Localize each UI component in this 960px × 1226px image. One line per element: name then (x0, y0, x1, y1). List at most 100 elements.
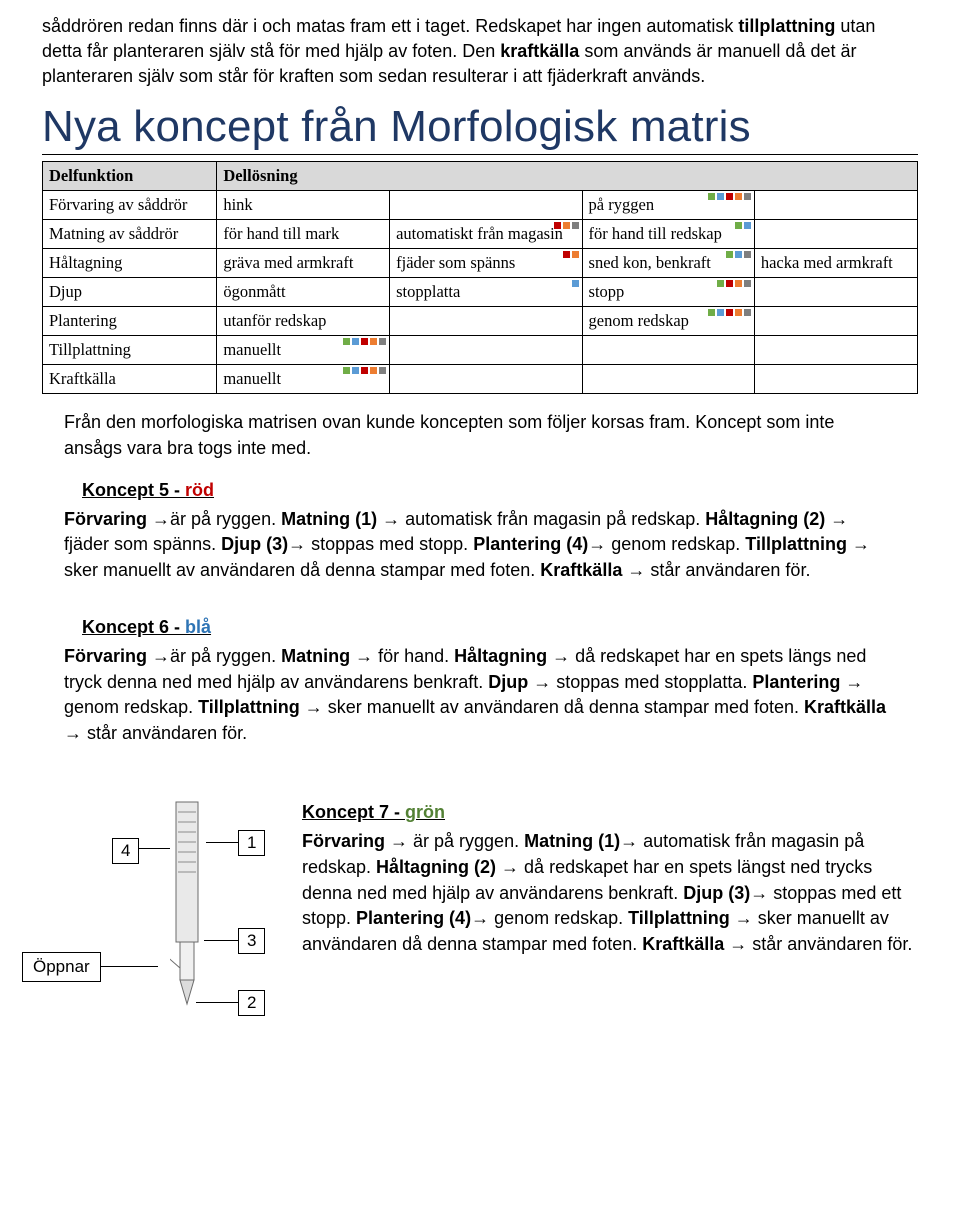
cell-text: gräva med armkraft (223, 253, 353, 272)
matrix-cell (754, 365, 917, 394)
document-page: såddrören redan finns där i och matas fr… (0, 0, 960, 1062)
matrix-cell: stopp (582, 278, 754, 307)
matrix-cell: hink (217, 191, 390, 220)
blue-mark-icon (572, 280, 579, 287)
koncept-5-title: Koncept 5 - röd (82, 480, 918, 501)
cell-text: manuellt (223, 369, 281, 388)
cell-text: för hand till redskap (589, 224, 722, 243)
color-marks (717, 280, 751, 287)
table-row: Håltagning gräva med armkraft fjäder som s… (43, 249, 918, 278)
bold-run: Håltagning (454, 646, 547, 666)
green-mark-icon (343, 367, 350, 374)
matrix-cell (754, 220, 917, 249)
intro-bold-2: kraftkälla (500, 41, 579, 61)
bold-run: Håltagning (2) (705, 509, 825, 529)
text-run: → sker manuellt av användaren då denna s… (300, 697, 804, 717)
matrix-cell (390, 336, 582, 365)
bold-run: Förvaring (64, 646, 147, 666)
blue-mark-icon (735, 251, 742, 258)
orange-mark-icon (735, 280, 742, 287)
matrix-cell: manuellt (217, 336, 390, 365)
cell-text: hacka med armkraft (761, 253, 893, 272)
matrix-cell: ögonmått (217, 278, 390, 307)
green-mark-icon (708, 309, 715, 316)
color-marks (343, 367, 386, 374)
koncept-7-body: Förvaring → är på ryggen. Matning (1)→ a… (302, 829, 918, 957)
koncept-7-title: Koncept 7 - grön (302, 802, 918, 823)
bold-run: Matning (1) (524, 831, 620, 851)
intro-bold-1: tillplattning (738, 16, 835, 36)
text-run: → stoppas med stopp. (288, 534, 473, 554)
koncept-7-sketch: 4 1 3 2 Öppnar (42, 802, 290, 1022)
koncept-6-title: Koncept 6 - blå (82, 617, 918, 638)
matrix-cell (582, 365, 754, 394)
callout-3: 3 (238, 928, 265, 954)
blue-mark-icon (717, 309, 724, 316)
table-row: Planteringutanför redskapgenom redskap (43, 307, 918, 336)
red-mark-icon (361, 338, 368, 345)
table-row: Tillplattningmanuellt (43, 336, 918, 365)
row-label: Djup (43, 278, 217, 307)
bold-run: Djup (3) (221, 534, 288, 554)
table-row: Matning av såddrörför hand till markauto… (43, 220, 918, 249)
matrix-cell: manuellt (217, 365, 390, 394)
bold-run: Tillplattning (745, 534, 847, 554)
koncept-7-text: Koncept 7 - grön Förvaring → är på rygge… (302, 802, 918, 957)
row-label: Förvaring av såddrör (43, 191, 217, 220)
matrix-cell: fjäder som spänns (390, 249, 582, 278)
intro-paragraph: såddrören redan finns där i och matas fr… (42, 14, 918, 88)
text-run: → genom redskap. (471, 908, 628, 928)
text-run: → genom redskap. (588, 534, 745, 554)
text-run: → står användaren för. (724, 934, 912, 954)
cell-text: utanför redskap (223, 311, 326, 330)
cell-text: ögonmått (223, 282, 285, 301)
grey-mark-icon (379, 338, 386, 345)
table-header-row: Delfunktion Dellösning (43, 162, 918, 191)
cell-text: hink (223, 195, 252, 214)
blue-mark-icon (717, 193, 724, 200)
cell-text: på ryggen (589, 195, 655, 214)
blue-mark-icon (744, 222, 751, 229)
text-run: → är på ryggen. (385, 831, 524, 851)
matrix-cell (390, 307, 582, 336)
bold-run: Plantering (752, 672, 840, 692)
green-mark-icon (717, 280, 724, 287)
callout-1: 1 (238, 830, 265, 856)
color-marks (735, 222, 751, 229)
matrix-cell: för hand till mark (217, 220, 390, 249)
matrix-cell (754, 278, 917, 307)
koncept-5-body: Förvaring →är på ryggen. Matning (1) → a… (64, 507, 896, 584)
text-run: →är på ryggen. (147, 509, 281, 529)
grey-mark-icon (744, 251, 751, 258)
table-row: Kraftkälla manuellt (43, 365, 918, 394)
green-mark-icon (726, 251, 733, 258)
matrix-cell (390, 365, 582, 394)
cell-text: fjäder som spänns (396, 253, 515, 272)
bold-run: Plantering (4) (473, 534, 588, 554)
cell-text: manuellt (223, 340, 281, 359)
bold-run: Kraftkälla (540, 560, 622, 580)
color-marks (708, 309, 751, 316)
row-label: Matning av såddrör (43, 220, 217, 249)
grey-mark-icon (744, 193, 751, 200)
blue-mark-icon (352, 367, 359, 374)
row-label: Håltagning (43, 249, 217, 278)
green-mark-icon (343, 338, 350, 345)
orange-mark-icon (370, 367, 377, 374)
grey-mark-icon (572, 222, 579, 229)
color-marks (572, 280, 579, 287)
row-label: Kraftkälla (43, 365, 217, 394)
bold-run: Kraftkälla (804, 697, 886, 717)
cell-text: sned kon, benkraft (589, 253, 711, 272)
matrix-cell (390, 191, 582, 220)
blue-mark-icon (352, 338, 359, 345)
callout-oppnar: Öppnar (22, 952, 101, 982)
matrix-cell (754, 191, 917, 220)
red-mark-icon (726, 280, 733, 287)
matrix-cell (754, 307, 917, 336)
text-run: → stoppas med stopplatta. (528, 672, 752, 692)
matrix-cell: sned kon, benkraft (582, 249, 754, 278)
matrix-cell: genom redskap (582, 307, 754, 336)
matrix-cell: hacka med armkraft (754, 249, 917, 278)
orange-mark-icon (735, 309, 742, 316)
